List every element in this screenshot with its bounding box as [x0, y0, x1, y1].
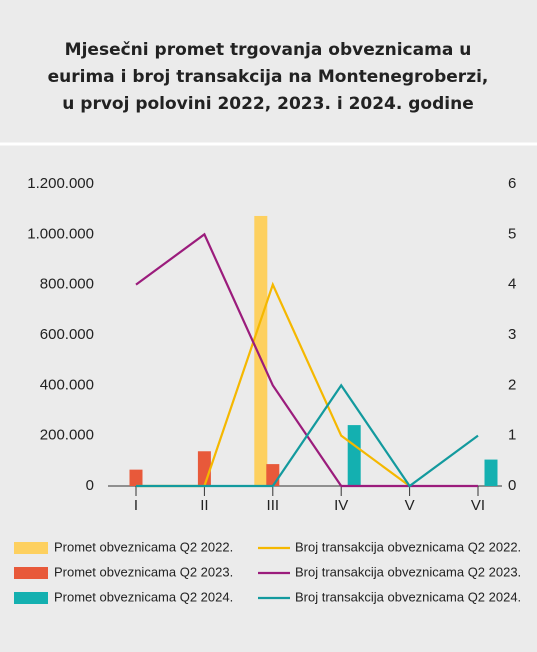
legend-swatch: [14, 592, 48, 604]
x-tick-label: I: [134, 497, 138, 514]
bar: [129, 469, 143, 486]
y2-tick-label: 3: [508, 326, 516, 343]
legend-label: Promet obveznicama Q2 2024.: [54, 589, 233, 604]
legend-label: Promet obveznicama Q2 2023.: [54, 564, 233, 579]
chart-title: Mjesečni promet trgovanja obveznicama u: [65, 40, 472, 60]
y2-tick-label: 2: [508, 376, 516, 393]
x-tick-label: IV: [334, 497, 348, 514]
bar: [254, 215, 268, 486]
y2-tick-label: 0: [508, 477, 516, 494]
chart-title: u prvoj polovini 2022, 2023. i 2024. god…: [62, 94, 474, 114]
y-tick-label: 1.000.000: [27, 225, 94, 242]
x-tick-label: V: [405, 497, 415, 514]
legend-label: Broj transakcija obveznicama Q2 2024.: [295, 589, 521, 604]
legend-label: Broj transakcija obveznicama Q2 2023.: [295, 564, 521, 579]
y-tick-label: 0: [86, 477, 94, 494]
y-tick-label: 600.000: [40, 326, 94, 343]
x-tick-label: VI: [471, 497, 485, 514]
line: [136, 383, 479, 488]
y2-tick-label: 1: [508, 427, 516, 444]
legend-label: Promet obveznicama Q2 2022.: [54, 539, 233, 554]
y-tick-label: 400.000: [40, 376, 94, 393]
legend-label: Broj transakcija obveznicama Q2 2022.: [295, 539, 521, 554]
y-tick-label: 800.000: [40, 276, 94, 293]
y2-tick-label: 6: [508, 175, 516, 192]
legend-swatch: [14, 567, 48, 579]
y2-tick-label: 5: [508, 225, 516, 242]
chart-title: eurima i broj transakcija na Montenegrob…: [48, 67, 489, 87]
y2-tick-label: 4: [508, 276, 516, 293]
x-tick-label: II: [200, 497, 208, 514]
bar: [197, 451, 211, 486]
bar: [347, 425, 361, 486]
bar: [266, 464, 280, 486]
legend-swatch: [14, 542, 48, 554]
bar: [484, 459, 498, 486]
x-tick-label: III: [267, 497, 280, 514]
y-tick-label: 1.200.000: [27, 175, 94, 192]
y-tick-label: 200.000: [40, 427, 94, 444]
